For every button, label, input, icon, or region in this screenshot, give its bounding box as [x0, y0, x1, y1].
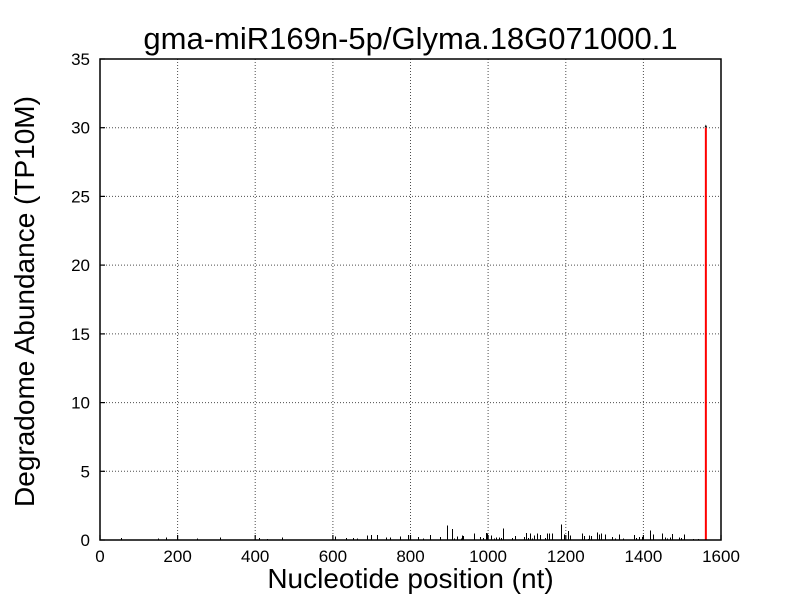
- svg-text:25: 25: [71, 187, 90, 206]
- svg-text:5: 5: [81, 462, 90, 481]
- svg-text:200: 200: [163, 547, 191, 566]
- svg-text:0: 0: [81, 531, 90, 550]
- svg-text:Degradome Abundance (TP10M): Degradome Abundance (TP10M): [9, 96, 40, 507]
- svg-text:Nucleotide position (nt): Nucleotide position (nt): [267, 563, 553, 594]
- svg-text:0: 0: [95, 547, 104, 566]
- svg-text:400: 400: [241, 547, 269, 566]
- svg-text:35: 35: [71, 50, 90, 69]
- svg-text:10: 10: [71, 394, 90, 413]
- svg-text:20: 20: [71, 256, 90, 275]
- svg-text:30: 30: [71, 119, 90, 138]
- svg-text:15: 15: [71, 325, 90, 344]
- svg-text:1400: 1400: [624, 547, 662, 566]
- svg-text:gma-miR169n-5p/Glyma.18G071000: gma-miR169n-5p/Glyma.18G071000.1: [143, 21, 677, 56]
- svg-text:1600: 1600: [702, 547, 740, 566]
